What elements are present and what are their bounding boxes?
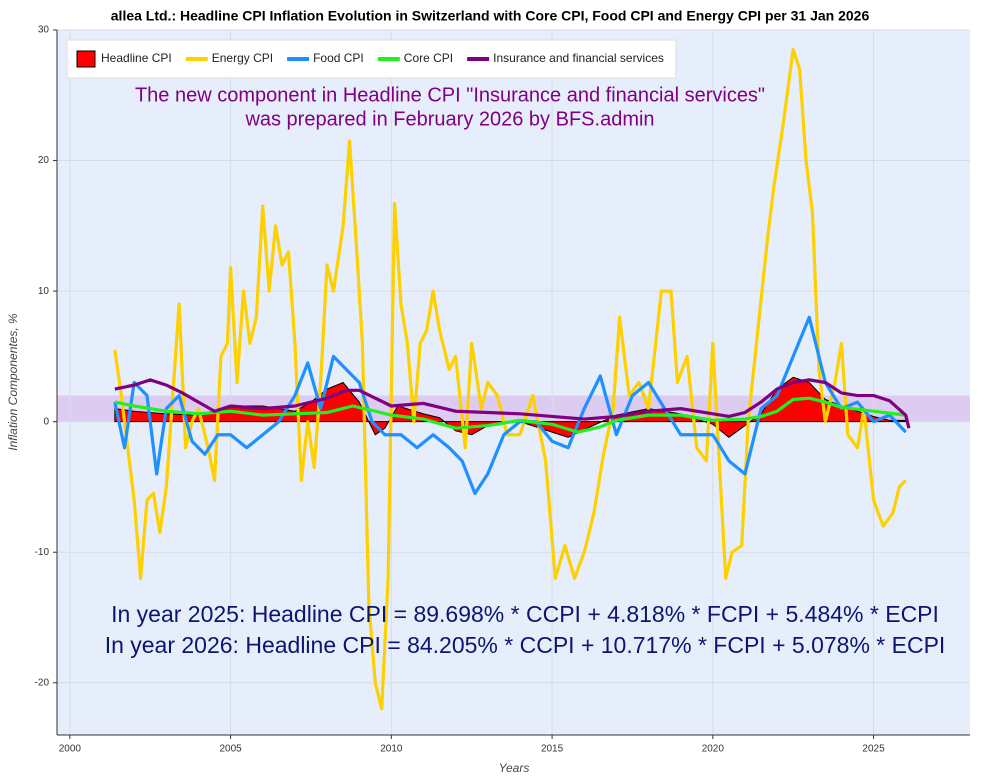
x-tick-label: 2025 [862,744,885,755]
y-tick-label: -10 [35,547,50,558]
legend-label: Headline CPI [101,51,172,65]
series-line [114,396,906,434]
y-tick-label: 20 [38,155,50,166]
formula: In year 2026: Headline CPI = 84.205% * C… [105,632,946,658]
series-line [114,378,911,429]
series-line [113,47,907,711]
legend-box [66,39,677,79]
legend: Headline CPI Energy CPI Food CPI Core CPI In… [66,39,677,79]
y-tick-label: -20 [35,677,50,688]
x-tick-label: 2020 [702,744,725,755]
annotation: The new component in Headline CPI "Insur… [135,84,765,106]
x-tick-label: 2000 [59,744,82,755]
x-tick-label: 2005 [219,744,242,755]
legend-label: Energy CPI [212,51,273,65]
y-tick-label: 30 [38,25,50,36]
plot-background [57,30,970,735]
legend-label: Insurance and financial services [493,51,664,65]
x-axis-label: Years [499,761,530,775]
x-tick-label: 2010 [380,744,403,755]
y-axis-label: Inflation Componentes, % [6,313,20,451]
legend-label: Food CPI [313,51,364,65]
legend-label: Core CPI [404,51,453,65]
annotation: was prepared in February 2026 by BFS.adm… [244,108,654,130]
legend-swatch [76,50,96,68]
series-line [113,315,907,496]
chart-title: allea Ltd.: Headline CPI Inflation Evolu… [111,8,870,24]
x-tick-label: 2015 [541,744,564,755]
formula: In year 2025: Headline CPI = 89.698% * C… [111,601,939,627]
y-tick-label: 10 [38,286,50,297]
y-tick-label: 0 [43,416,49,427]
